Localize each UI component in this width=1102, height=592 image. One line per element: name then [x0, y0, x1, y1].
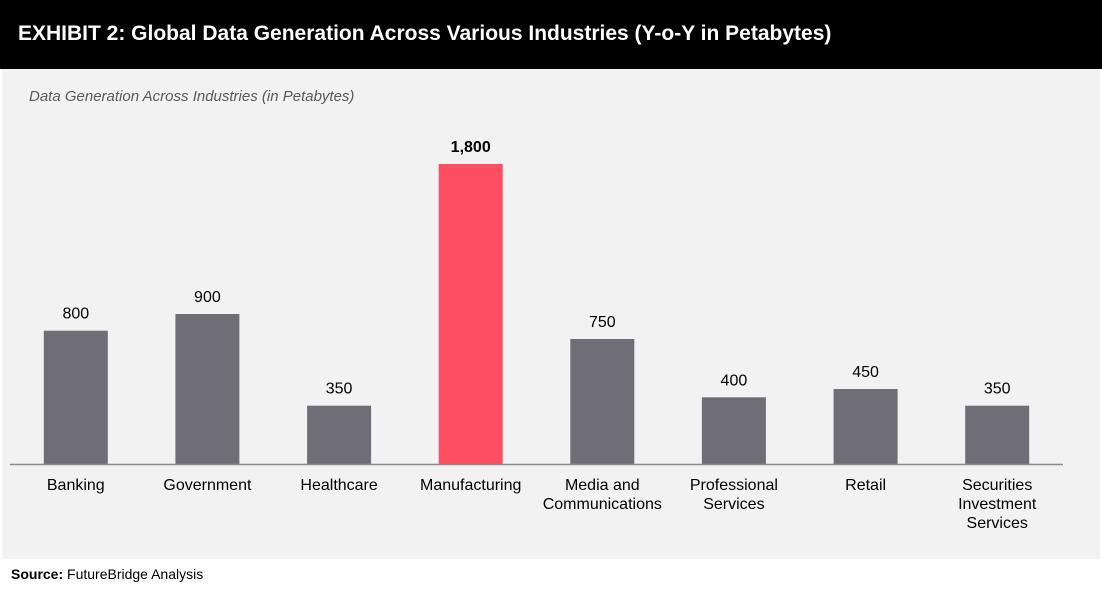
category-label-6: Retail [845, 477, 886, 494]
source-label: Source: [11, 566, 64, 582]
data-label-4: 750 [589, 314, 616, 331]
category-label-line: Professional [690, 477, 778, 494]
source-note: Source: FutureBridge Analysis [11, 566, 203, 582]
data-label-1: 900 [194, 289, 221, 306]
bar-chart: 800 Banking 900 Government 350 Healthcare 1,80… [10, 139, 1063, 532]
category-label-7: Securities Investment Services [958, 477, 1037, 532]
category-label-3: Manufacturing [420, 477, 521, 494]
bar-5 [701, 397, 766, 464]
category-label-line: Investment [958, 496, 1037, 513]
category-label-line: Manufacturing [420, 477, 521, 494]
category-label-line: Securities [962, 477, 1032, 494]
bar-7 [965, 405, 1030, 464]
source-text: FutureBridge Analysis [67, 566, 204, 582]
category-label-line: Media and [565, 477, 640, 494]
category-label-5: Professional Services [690, 477, 778, 513]
category-label-line: Communications [543, 496, 662, 513]
chart-title: Data Generation Across Industries (in Pe… [29, 88, 355, 105]
bar-6 [833, 389, 898, 464]
data-label-2: 350 [326, 381, 353, 398]
data-label-0: 800 [62, 306, 89, 323]
bar-3 [438, 164, 503, 464]
category-label-0: Banking [47, 477, 105, 494]
category-label-line: Government [163, 477, 252, 494]
category-label-line: Banking [47, 477, 105, 494]
bar-2 [307, 405, 372, 464]
category-label-line: Services [703, 496, 764, 513]
category-label-line: Healthcare [300, 477, 377, 494]
category-label-2: Healthcare [300, 477, 377, 494]
bar-0 [43, 330, 108, 464]
category-label-line: Services [967, 515, 1028, 532]
category-label-1: Government [163, 477, 252, 494]
bar-4 [570, 339, 635, 464]
data-label-7: 350 [984, 381, 1011, 398]
data-label-3: 1,800 [451, 139, 491, 156]
chart-panel: Data Generation Across Industries (in Pe… [2, 69, 1100, 559]
bar-1 [175, 314, 240, 464]
exhibit-header: EXHIBIT 2: Global Data Generation Across… [0, 0, 1102, 69]
data-label-5: 400 [721, 372, 748, 389]
data-label-6: 450 [852, 364, 879, 381]
category-label-4: Media and Communications [543, 477, 662, 513]
exhibit-title: EXHIBIT 2: Global Data Generation Across… [18, 22, 832, 45]
category-label-line: Retail [845, 477, 886, 494]
